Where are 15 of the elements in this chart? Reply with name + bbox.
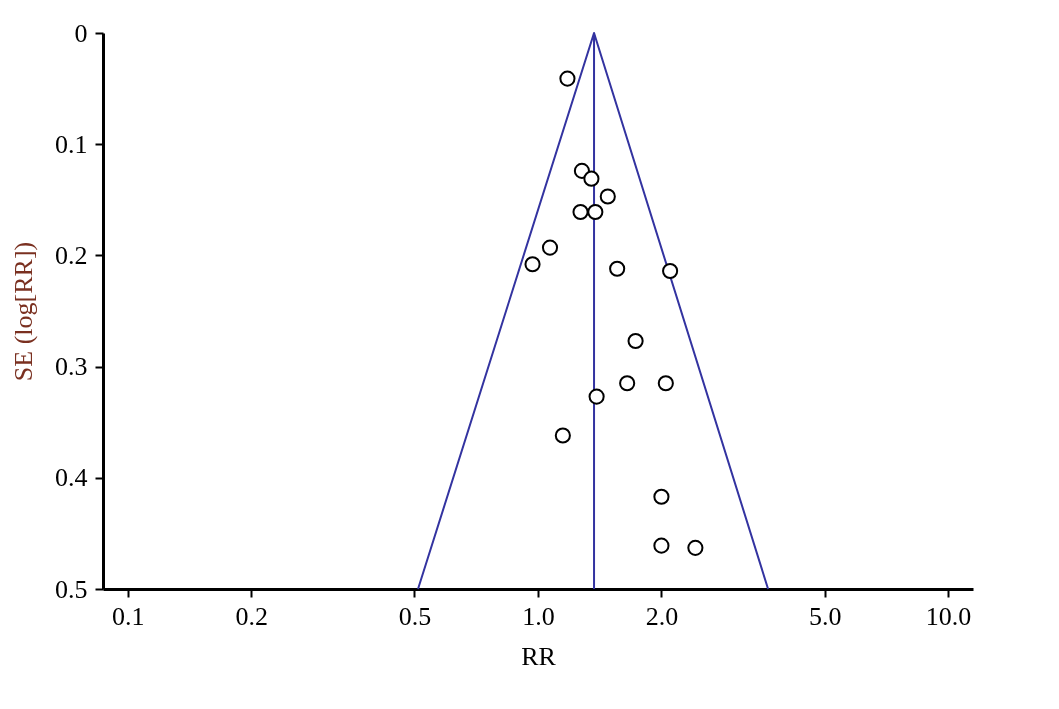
x-axis-title: RR	[521, 641, 557, 671]
y-tick-label: 0.3	[55, 352, 88, 382]
x-tick-label: 0.1	[112, 601, 145, 631]
x-tick-label: 0.5	[398, 601, 432, 631]
x-tick-label: 2.0	[645, 601, 679, 631]
y-tick-label: 0	[74, 18, 88, 48]
x-tick-label: 1.0	[522, 601, 555, 631]
y-tick-label: 0.1	[55, 129, 88, 159]
x-tick-label: 10.0	[925, 601, 972, 631]
y-tick-label: 0.5	[55, 574, 88, 604]
x-tick-label: 5.0	[808, 601, 842, 631]
x-tick-label: 0.2	[235, 601, 269, 631]
y-axis-title: SE (log[RR])	[9, 241, 38, 382]
y-tick-label: 0.4	[55, 463, 88, 493]
y-tick-label: 0.2	[55, 240, 88, 270]
